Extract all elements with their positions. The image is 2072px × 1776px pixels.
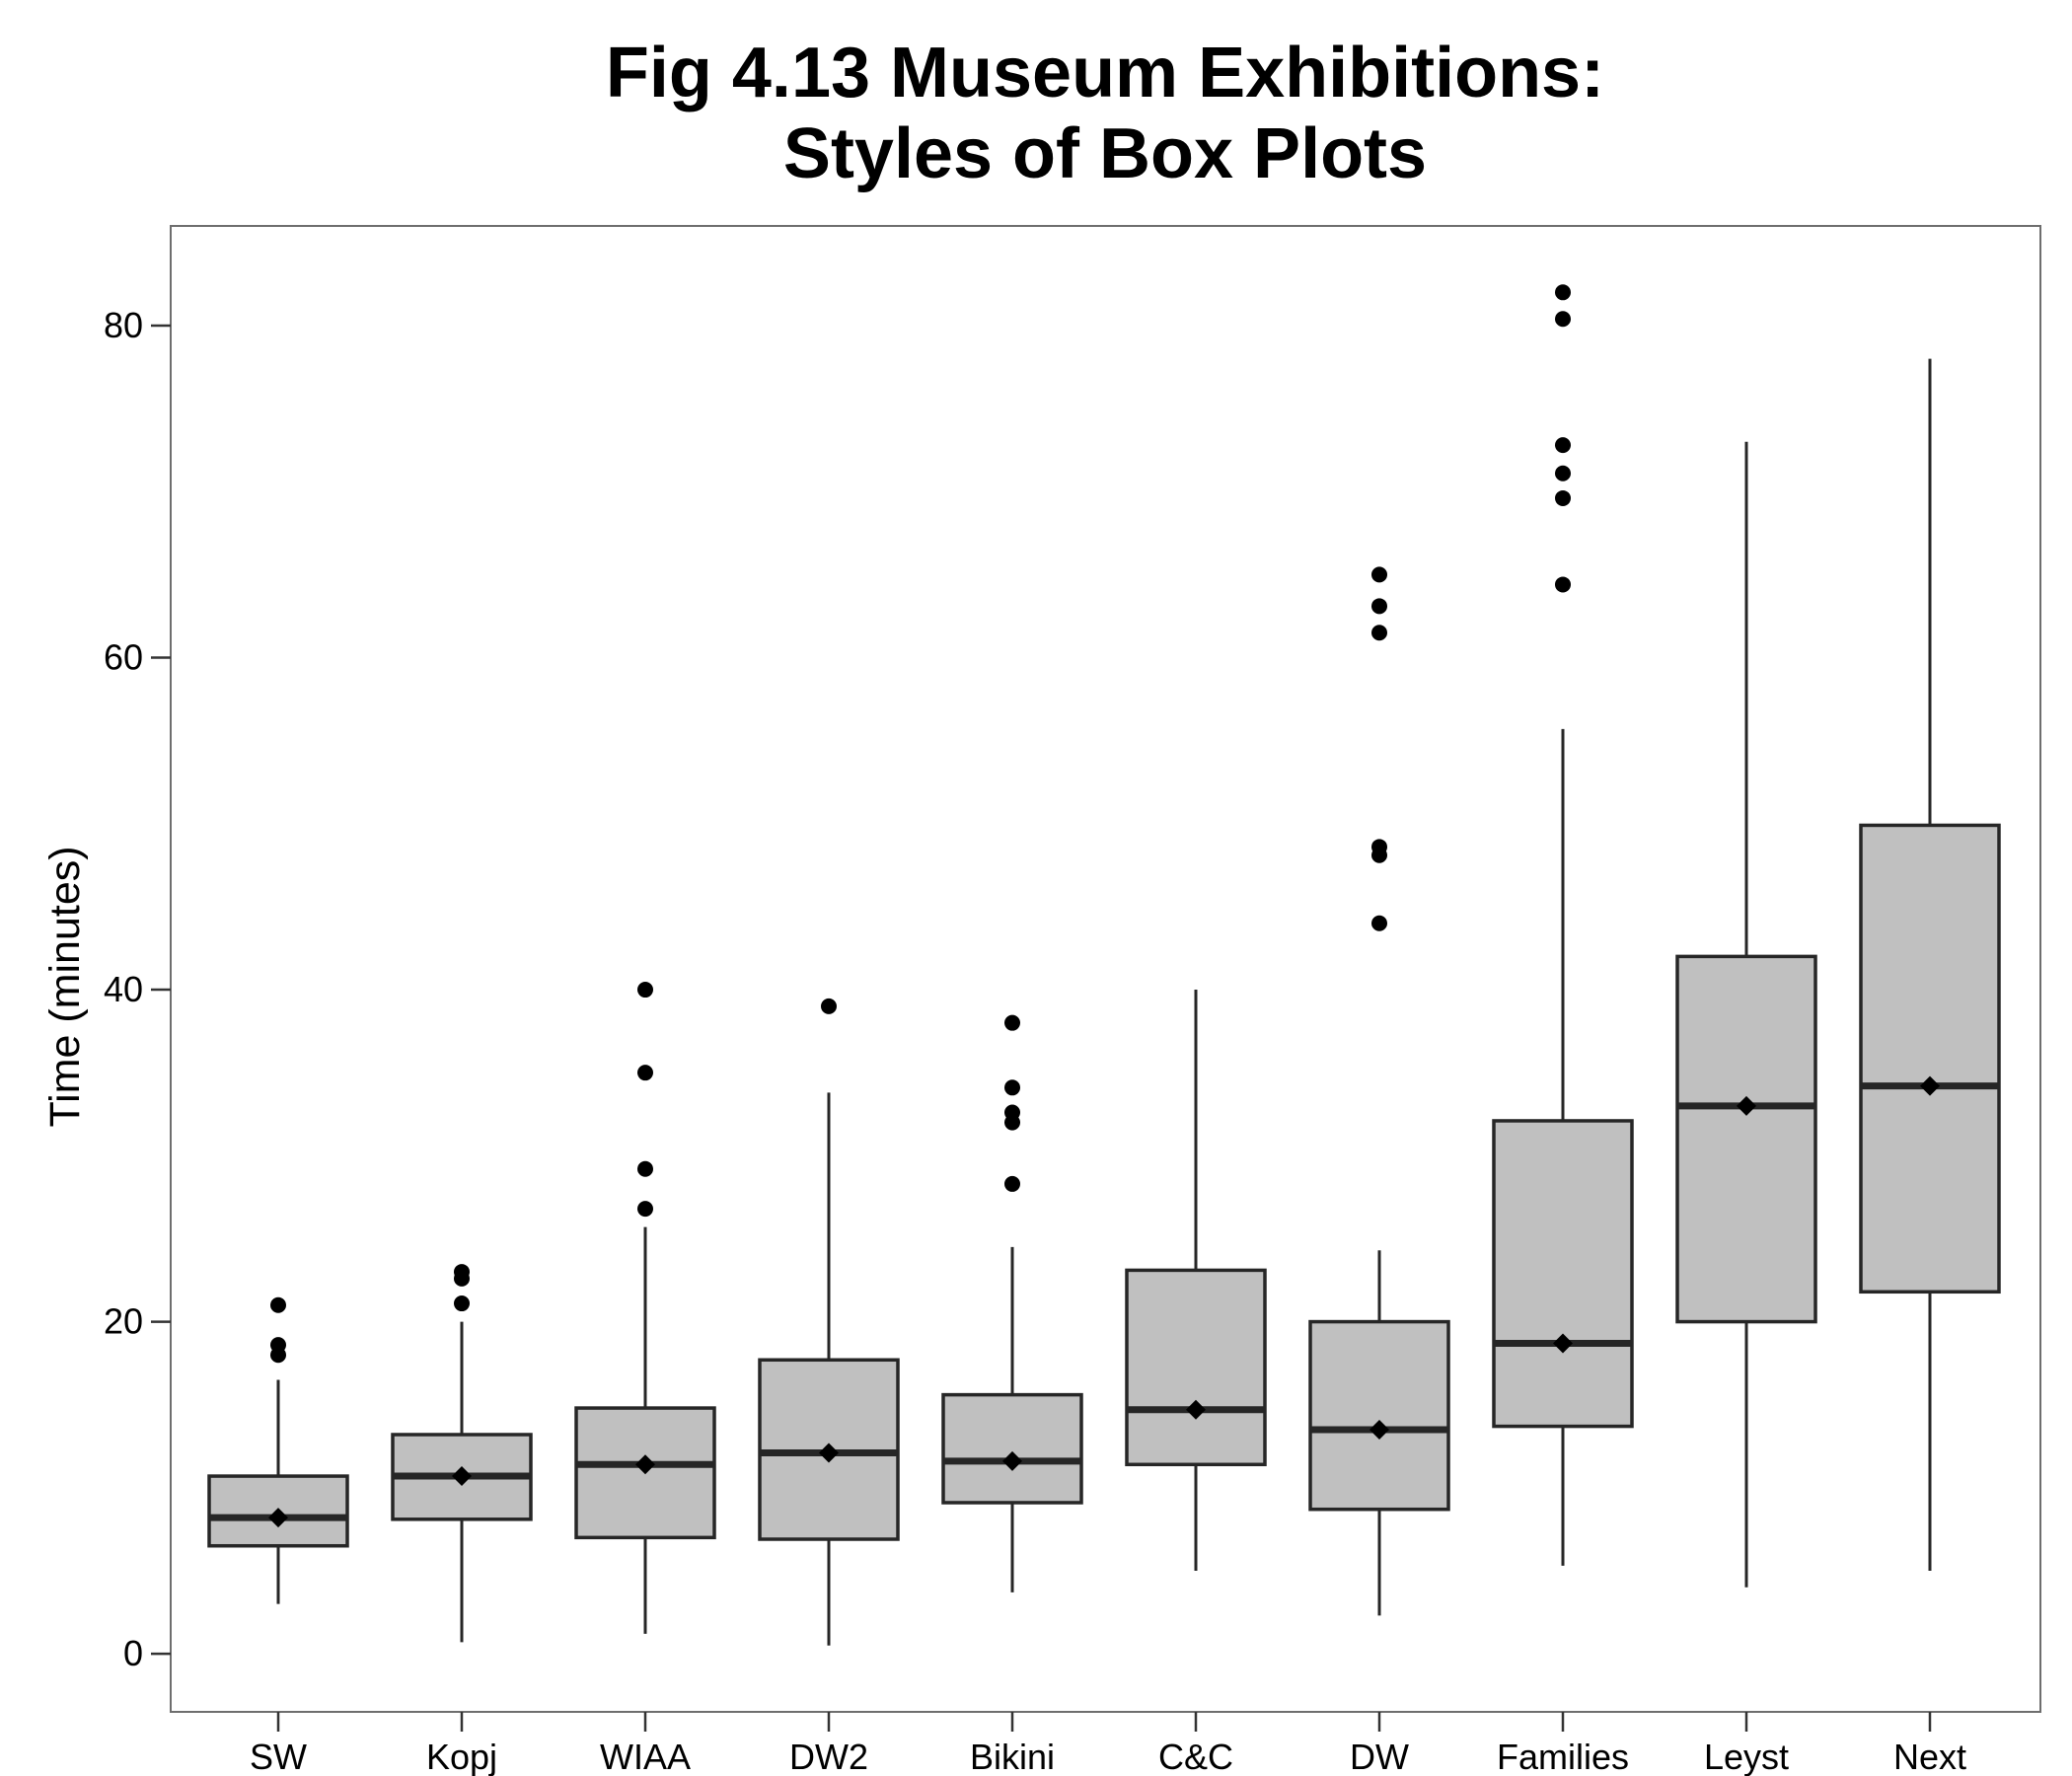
outlier-point <box>1004 1079 1020 1096</box>
boxes-layer <box>207 284 2001 1646</box>
y-axis-title: Time (minutes) <box>41 846 89 1127</box>
mean-marker <box>1553 1333 1573 1354</box>
outlier-point <box>1555 437 1571 454</box>
iqr-box <box>1125 1268 1267 1467</box>
outlier-point <box>1555 284 1571 301</box>
x-tick-label: Next <box>1893 1737 1966 1776</box>
outlier-point <box>1371 598 1387 615</box>
outlier-point <box>637 1160 653 1177</box>
mean-marker <box>1186 1399 1206 1420</box>
y-axis: 0 20 40 60 80 <box>104 305 171 1673</box>
mean-marker <box>635 1454 655 1475</box>
iqr-box <box>1675 954 1817 1324</box>
outlier-point <box>1004 1014 1020 1031</box>
x-tick-label: Families <box>1497 1737 1629 1776</box>
chart-title-line-1: Fig 4.13 Museum Exhibitions: <box>606 34 1604 112</box>
box-sw <box>207 1296 349 1604</box>
outlier-point <box>1371 566 1387 583</box>
outlier-point <box>270 1337 286 1354</box>
x-tick-label: Kopj <box>426 1737 497 1776</box>
box-dw2 <box>758 998 900 1646</box>
mean-marker <box>1002 1450 1022 1471</box>
mean-marker <box>1920 1075 1940 1096</box>
x-tick-label: DW2 <box>789 1737 868 1776</box>
outlier-point <box>1004 1104 1020 1121</box>
outlier-point <box>1371 915 1387 931</box>
x-tick-label: WIAA <box>600 1737 691 1776</box>
iqr-box <box>1308 1319 1450 1512</box>
outlier-point <box>1555 311 1571 328</box>
box-next <box>1859 358 2001 1571</box>
outlier-point <box>1371 839 1387 855</box>
box-kopj <box>391 1264 533 1643</box>
mean-marker <box>1369 1419 1389 1440</box>
mean-marker <box>819 1443 839 1463</box>
x-tick-label: SW <box>250 1737 307 1776</box>
y-tick-label: 40 <box>104 969 143 1009</box>
box-candc <box>1125 990 1267 1571</box>
iqr-box <box>1492 1119 1634 1429</box>
y-tick-label: 60 <box>104 636 143 677</box>
box-wiaa <box>574 982 716 1634</box>
box-bikini <box>941 1014 1083 1592</box>
outlier-point <box>1371 625 1387 641</box>
y-tick-label: 0 <box>123 1633 143 1673</box>
outlier-point <box>637 982 653 999</box>
x-tick-label: Leyst <box>1704 1737 1789 1776</box>
mean-marker <box>452 1466 472 1487</box>
iqr-box <box>1859 823 2001 1295</box>
outlier-point <box>270 1296 286 1313</box>
y-tick-label: 80 <box>104 305 143 345</box>
outlier-point <box>1555 465 1571 481</box>
outlier-point <box>637 1065 653 1081</box>
outlier-point <box>454 1264 470 1281</box>
iqr-box <box>941 1392 1083 1505</box>
outlier-point <box>454 1295 470 1312</box>
x-tick-label: DW <box>1350 1737 1409 1776</box>
outlier-point <box>1555 576 1571 593</box>
outlier-point <box>1004 1175 1020 1192</box>
box-leyst <box>1675 441 1817 1588</box>
chart-title-line-2: Styles of Box Plots <box>783 114 1427 193</box>
x-axis: SW Kopj WIAA DW2 Bikini C&C DW Families Leyst Nex… <box>250 1712 1966 1776</box>
x-tick-label: Bikini <box>970 1737 1055 1776</box>
box-dw <box>1308 566 1450 1616</box>
outlier-point <box>637 1201 653 1218</box>
outlier-point <box>1555 489 1571 506</box>
y-tick-label: 20 <box>104 1301 143 1342</box>
box-families <box>1492 284 1634 1566</box>
mean-marker <box>268 1508 288 1528</box>
outlier-point <box>821 998 837 1014</box>
mean-marker <box>1737 1095 1756 1116</box>
x-tick-label: C&C <box>1158 1737 1233 1776</box>
